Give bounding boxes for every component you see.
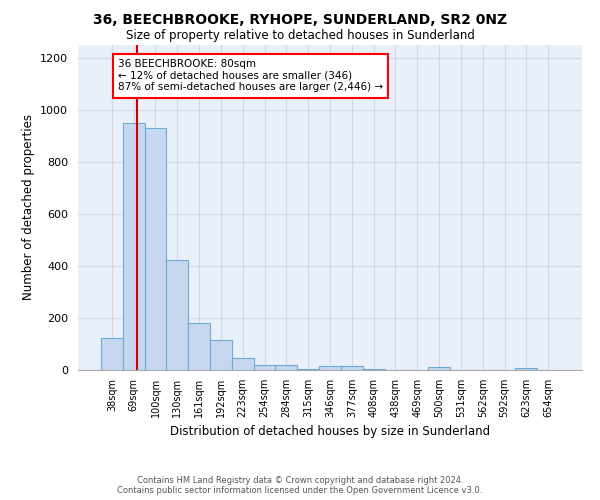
- Text: 36, BEECHBROOKE, RYHOPE, SUNDERLAND, SR2 0NZ: 36, BEECHBROOKE, RYHOPE, SUNDERLAND, SR2…: [93, 12, 507, 26]
- Bar: [232, 358, 254, 370]
- Bar: [145, 128, 166, 370]
- Bar: [319, 366, 341, 370]
- Bar: [101, 338, 123, 370]
- Bar: [515, 368, 537, 370]
- Bar: [428, 368, 450, 370]
- Text: Contains HM Land Registry data © Crown copyright and database right 2024.
Contai: Contains HM Land Registry data © Crown c…: [118, 476, 482, 495]
- Bar: [210, 340, 232, 370]
- X-axis label: Distribution of detached houses by size in Sunderland: Distribution of detached houses by size …: [170, 426, 490, 438]
- Bar: [363, 368, 385, 370]
- Y-axis label: Number of detached properties: Number of detached properties: [22, 114, 35, 300]
- Text: 36 BEECHBROOKE: 80sqm
← 12% of detached houses are smaller (346)
87% of semi-det: 36 BEECHBROOKE: 80sqm ← 12% of detached …: [118, 60, 383, 92]
- Bar: [275, 365, 297, 370]
- Bar: [341, 366, 363, 370]
- Bar: [297, 368, 319, 370]
- Bar: [254, 365, 275, 370]
- Bar: [188, 323, 210, 370]
- Bar: [166, 260, 188, 370]
- Text: Size of property relative to detached houses in Sunderland: Size of property relative to detached ho…: [125, 29, 475, 42]
- Bar: [123, 123, 145, 370]
